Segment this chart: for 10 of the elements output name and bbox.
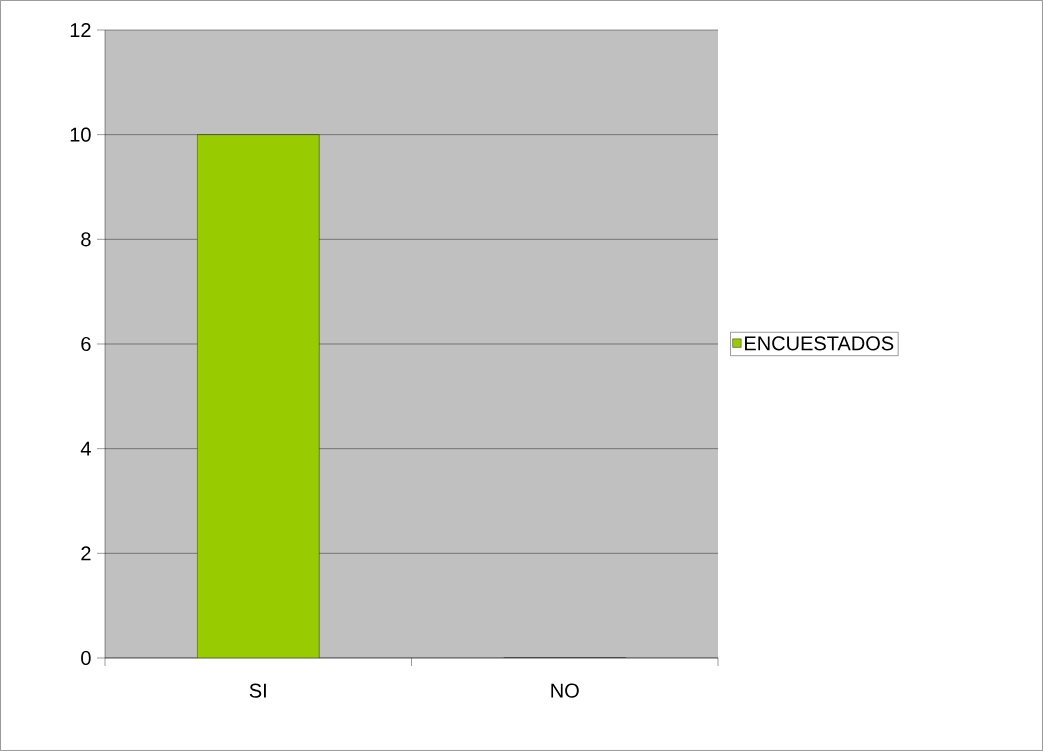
y-tick-label: 4 (80, 441, 91, 456)
legend-label: ENCUESTADOS (745, 336, 894, 351)
x-tick-label: NO (551, 683, 579, 698)
y-tick-label: 8 (81, 232, 91, 247)
y-tick-label: 2 (81, 546, 91, 561)
y-tick-label: 6 (81, 336, 91, 352)
y-tick-label: 10 (70, 127, 91, 142)
x-tick-label: SI (249, 683, 266, 698)
y-tick-label: 0 (81, 650, 91, 666)
y-tick-label: 12 (70, 23, 91, 37)
